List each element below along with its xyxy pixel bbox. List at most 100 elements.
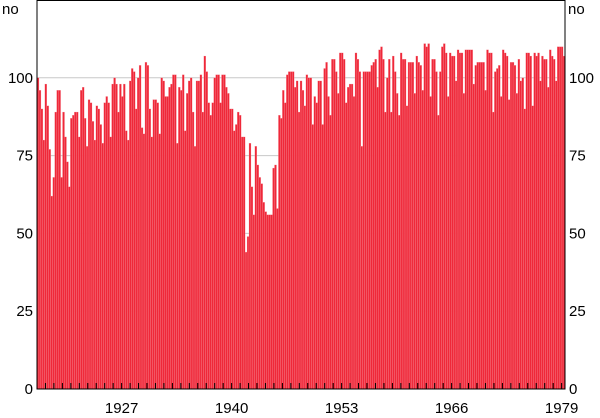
bar [333,59,336,390]
bar [229,108,232,390]
bar [103,102,106,390]
bars [36,43,566,390]
bar [237,111,240,390]
bar [478,62,481,390]
bar [176,143,179,390]
bar [70,118,73,390]
bar [504,52,507,390]
bar [337,93,340,390]
x-tick-label: 1927 [105,400,138,417]
bar [182,74,185,390]
bar [553,59,556,390]
bar [184,130,187,390]
bar [519,80,522,390]
bar [168,87,171,390]
bar [354,52,358,390]
x-tick-label: 1953 [325,400,358,417]
bar [321,124,324,390]
bar [46,105,49,390]
bar [348,83,352,390]
y-tick-label-left: 50 [16,225,33,242]
bar [260,183,263,390]
bar [60,177,63,390]
bar [376,87,379,390]
bar [411,62,415,390]
bar [557,46,560,390]
bar [558,46,562,390]
bar [547,87,550,390]
bar [458,52,462,390]
bar [215,74,218,390]
bar [254,146,258,390]
bar [484,90,487,390]
bar [131,68,134,390]
bar [421,90,424,390]
bar [525,52,528,390]
bar [113,77,116,390]
bar [58,90,61,390]
bar [233,130,236,390]
bar [160,77,163,390]
bar [343,59,346,390]
bar [40,108,44,390]
bar [83,118,87,390]
x-tick-label: 1979 [545,400,578,417]
bar [398,115,401,390]
bar [407,62,411,390]
bar [364,71,367,390]
bar [386,77,389,390]
bar [303,105,307,390]
bar [66,161,69,390]
bar [451,55,454,390]
bar [345,102,348,390]
bar [244,251,248,390]
bar [227,93,230,390]
bar [447,96,450,390]
bar [327,96,330,390]
bar [311,124,314,390]
bar [144,62,148,390]
bar [290,71,293,390]
bar [44,83,47,390]
bar [384,111,387,390]
bar [205,71,208,390]
bar [136,77,140,390]
bar [360,146,364,390]
bar [274,164,277,390]
bar [441,46,444,390]
bar [454,80,458,390]
bar [323,68,326,390]
bar [264,211,267,390]
bar [382,59,385,390]
bar [429,96,432,390]
bar [62,111,65,390]
bar [315,102,318,390]
bar [82,87,85,390]
bar [276,208,279,390]
bar [305,74,309,390]
x-tick-label: 1940 [215,400,248,417]
y-tick-label-left: 25 [16,303,33,320]
bar [350,83,354,390]
bar [195,80,199,390]
bar [80,90,83,390]
bar [235,124,238,390]
bar [107,102,110,390]
bar [278,115,281,390]
bar [87,99,91,390]
bar [301,90,305,390]
bar [470,49,473,390]
bar [380,46,383,390]
bar [156,102,159,390]
plot-frame [36,0,566,390]
bar [555,80,558,390]
bar [97,108,100,390]
bar [138,65,142,390]
bar [201,111,205,390]
bar [498,65,501,390]
bar [494,71,497,390]
y-tick-label-left: 100 [8,70,33,87]
bar [462,93,466,390]
bar [307,77,311,390]
